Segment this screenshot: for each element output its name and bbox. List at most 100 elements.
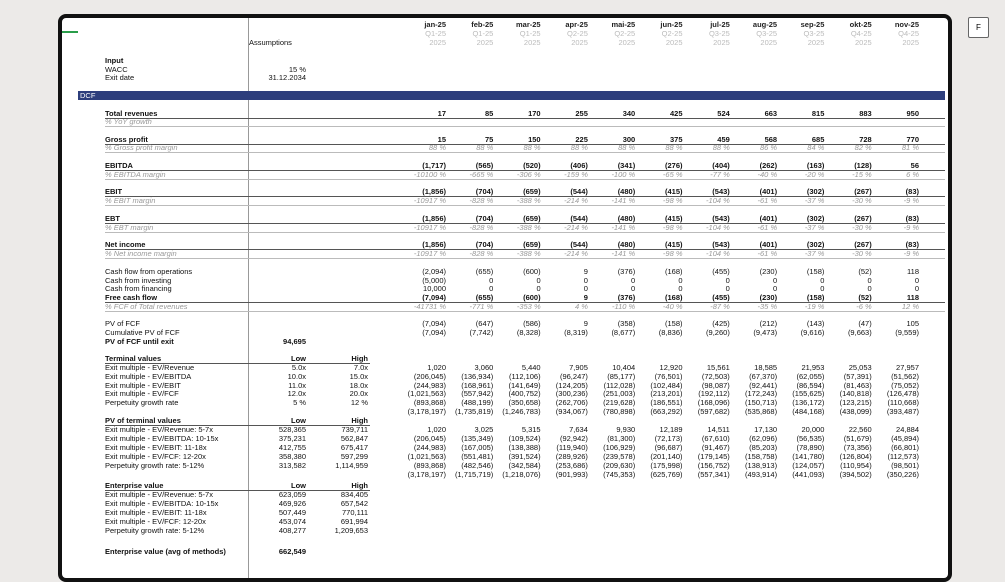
value-cell: 459 [717,135,730,144]
row-label: % EBITDA margin [105,170,166,179]
value-cell: 10,404 [612,363,636,372]
row-label: % EBIT margin [105,196,156,205]
value-cell: (78,890) [796,443,825,452]
value-cell: (302) [806,240,825,249]
row-label: Total revenues [105,109,158,118]
value-cell: (72,503) [701,372,730,381]
value-cell: -98 % [662,223,683,232]
row-label: Enterprise value (avg of methods) [105,547,226,556]
value-cell: (201,140) [650,452,683,461]
month-header: jun-25 [660,20,683,29]
row-label: PV of FCF [105,319,141,328]
value-cell: -10917 % [413,223,446,232]
value-cell: 0 [678,276,683,285]
row-underline [105,490,370,491]
month-header: okt-25 [849,20,872,29]
row-label: PV of terminal values [105,416,181,425]
value-cell: 4 % [574,302,588,311]
value-cell: (267) [854,240,872,249]
value-cell: 728 [859,135,872,144]
value-cell: (102,484) [650,381,683,390]
value-cell: (8,677) [611,328,636,337]
value-cell: (57,391) [843,372,872,381]
value-cell: (92,441) [749,381,778,390]
value-cell: 340 [622,109,636,118]
value-cell: -6 % [856,302,872,311]
value-cell: (138,388) [508,443,541,452]
value-cell: 0 [725,284,730,293]
value-cell: (98,501) [891,461,919,470]
value-cell: 5,440 [521,363,541,372]
value-cell: -110 % [611,302,636,311]
value-cell: (76,501) [654,372,683,381]
assumption-low: 10.0x [287,372,306,381]
value-cell: (168) [664,267,683,276]
value-cell: -37 % [804,249,825,258]
value-cell: 883 [859,109,872,118]
value-cell: (47) [858,319,872,328]
assumption-high: 739,711 [341,425,368,434]
value-cell: (893,868) [413,461,446,470]
value-cell: (659) [523,240,541,249]
value-cell: -100 % [611,170,636,179]
value-cell: (158) [806,267,825,276]
month-header: feb-25 [471,20,494,29]
value-cell: 27,957 [896,363,919,372]
value-cell: (239,578) [603,452,636,461]
value-cell: (72,173) [654,434,683,443]
value-cell: (158) [806,293,825,302]
year-header: 2025 [902,38,919,47]
value-cell: 9 [583,319,588,328]
value-cell: (543) [712,240,730,249]
value-cell: (126,478) [886,389,919,398]
row-underline [105,249,945,250]
assumption-low: 375,231 [278,434,306,443]
value-cell: -61 % [757,223,778,232]
toggle-button[interactable]: F [968,17,989,38]
value-cell: 86 % [760,143,778,152]
section-band [78,91,945,100]
value-cell: (520) [523,161,541,170]
value-cell: (128) [854,161,872,170]
value-cell: 21,953 [801,363,825,372]
value-cell: 7,905 [569,363,588,372]
value-cell: 12,920 [659,363,683,372]
year-header: 2025 [760,38,778,47]
value-cell: (625,769) [650,470,683,479]
month-header: jul-25 [710,20,730,29]
row-separator [105,311,945,312]
row-label: Exit multiple - EV/Revenue [105,363,195,372]
row-label: Input [105,56,124,65]
value-cell: 88 % [665,143,683,152]
value-cell: (112,106) [509,372,541,381]
value-cell: 7,634 [569,425,588,434]
value-cell: (73,356) [843,443,872,452]
value-cell: -87 % [710,302,730,311]
assumption-high: High [351,416,368,425]
value-cell: 3,025 [474,425,494,434]
row-label: WACC [105,65,128,74]
value-cell: (7,742) [469,328,494,337]
value-cell: (415) [664,187,683,196]
value-cell: (543) [712,187,730,196]
value-cell: 82 % [854,143,872,152]
value-cell: (2,094) [422,267,446,276]
value-cell: (62,055) [796,372,825,381]
assumption-high: 15.0x [349,372,368,381]
value-cell: 25,053 [848,363,872,372]
value-cell: 17,130 [754,425,778,434]
value-cell: -104 % [706,223,730,232]
value-cell: (1,246,783) [502,407,541,416]
row-label: Free cash flow [105,293,158,302]
value-cell: (488,199) [461,398,494,407]
value-cell: (124,057) [792,461,825,470]
quarter-header: Q4-25 [898,29,919,38]
assumption-low: 31.12.2034 [268,73,306,82]
value-cell: (138,913) [745,461,778,470]
assumption-low: 5 % [293,398,306,407]
value-cell: 150 [528,135,541,144]
value-cell: 75 [484,135,494,144]
value-cell: -353 % [516,302,541,311]
value-cell: 88 % [570,143,588,152]
value-cell: (206,045) [413,434,446,443]
